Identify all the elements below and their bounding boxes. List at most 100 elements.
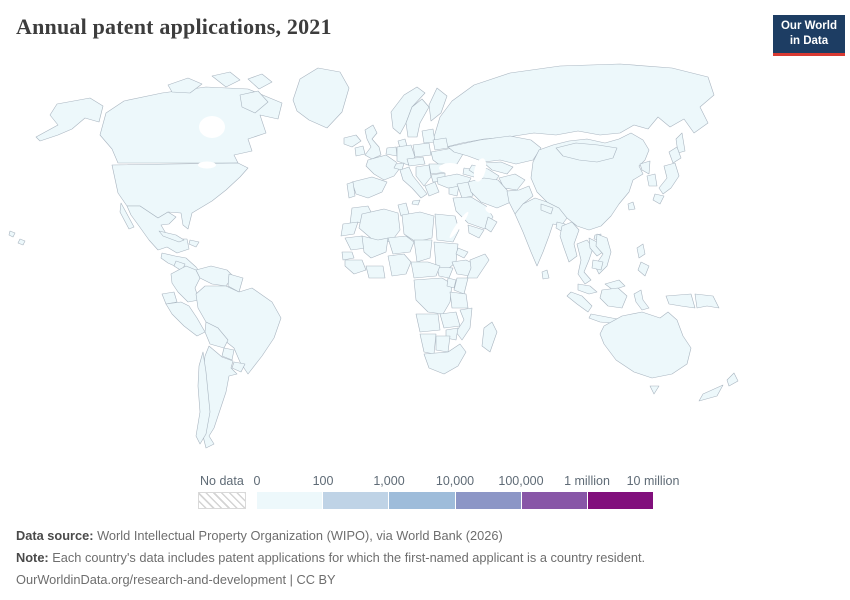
country-japan[interactable] xyxy=(652,193,665,205)
country-ghana[interactable] xyxy=(365,265,386,279)
country-malaysia-borneo[interactable] xyxy=(604,279,626,291)
country-new-zealand[interactable] xyxy=(726,372,739,387)
country-united-kingdom[interactable] xyxy=(364,124,382,160)
country-australia[interactable] xyxy=(599,311,692,379)
country-united-states-alaska[interactable] xyxy=(35,97,104,142)
country-japan[interactable] xyxy=(658,162,680,195)
country-sri-lanka[interactable] xyxy=(541,269,550,280)
country-mexico[interactable] xyxy=(126,205,190,254)
country-kenya[interactable] xyxy=(453,277,469,295)
country-sudan[interactable] xyxy=(433,241,459,271)
country-venezuela[interactable] xyxy=(195,265,234,287)
country-cuba[interactable] xyxy=(158,230,185,243)
country-greenland[interactable] xyxy=(292,67,350,129)
country-netherlands[interactable] xyxy=(385,146,398,157)
country-myanmar[interactable] xyxy=(559,221,580,263)
country-algeria[interactable] xyxy=(358,208,401,243)
country-somalia[interactable] xyxy=(466,253,490,279)
country-zambia[interactable] xyxy=(439,311,461,329)
country-united-states[interactable] xyxy=(111,162,249,230)
country-angola[interactable] xyxy=(415,313,441,333)
legend-bin-segment[interactable] xyxy=(388,492,455,509)
legend-bin-segment[interactable] xyxy=(322,492,389,509)
country-ireland[interactable] xyxy=(354,145,366,157)
country-russia[interactable] xyxy=(433,63,715,148)
country-botswana[interactable] xyxy=(435,335,451,353)
country-yemen[interactable] xyxy=(467,224,485,239)
country-canada[interactable] xyxy=(211,71,241,88)
country-chile[interactable] xyxy=(195,351,211,445)
legend-bin-segment[interactable] xyxy=(586,492,654,509)
legend-bin-segment[interactable] xyxy=(257,492,323,509)
country-madagascar[interactable] xyxy=(481,321,498,353)
country-belarus[interactable] xyxy=(432,137,449,151)
country-indonesia-sulawesi[interactable] xyxy=(633,289,650,311)
country-mali[interactable] xyxy=(361,235,389,259)
legend-no-data-swatch[interactable] xyxy=(198,492,246,509)
country-japan[interactable] xyxy=(668,146,682,164)
country-brazil[interactable] xyxy=(195,285,282,375)
country-west-africa[interactable] xyxy=(344,259,367,275)
country-pakistan[interactable] xyxy=(506,185,534,215)
country-canada[interactable] xyxy=(239,90,269,114)
country-indonesia-papua[interactable] xyxy=(665,293,696,309)
country-finland[interactable] xyxy=(428,87,448,122)
legend-bin-segment[interactable] xyxy=(454,492,521,509)
country-poland[interactable] xyxy=(412,142,432,158)
country-philippines[interactable] xyxy=(636,243,646,259)
country-france[interactable] xyxy=(365,154,401,181)
country-senegal[interactable] xyxy=(341,251,355,261)
country-sweden[interactable] xyxy=(405,98,430,138)
country-mexico-baja[interactable] xyxy=(119,202,135,230)
country-south-africa[interactable] xyxy=(423,343,467,375)
owid-logo[interactable]: Our World in Data xyxy=(772,15,845,56)
country-papua-new-guinea[interactable] xyxy=(694,293,720,309)
country-indonesia-sumatra[interactable] xyxy=(566,291,593,313)
country-niger[interactable] xyxy=(387,235,415,255)
country-greece[interactable] xyxy=(424,181,440,197)
country-dominican-republic[interactable] xyxy=(188,239,200,248)
country-paraguay[interactable] xyxy=(221,347,235,361)
country-malaysia[interactable] xyxy=(577,283,598,295)
country-new-zealand[interactable] xyxy=(698,384,724,402)
country-chad[interactable] xyxy=(413,239,433,263)
country-south-korea[interactable] xyxy=(646,173,658,187)
country-south-sudan[interactable] xyxy=(436,266,454,279)
country-mongolia[interactable] xyxy=(555,142,618,163)
country-western-sahara[interactable] xyxy=(340,221,359,237)
country-portugal[interactable] xyxy=(346,181,356,199)
country-indonesia-borneo[interactable] xyxy=(599,287,628,309)
country-canada[interactable] xyxy=(247,73,273,90)
country-iceland[interactable] xyxy=(343,134,362,148)
country-cameroon[interactable] xyxy=(410,261,441,279)
country-north-korea[interactable] xyxy=(639,160,651,175)
country-uzbekistan[interactable] xyxy=(483,161,514,175)
country-taiwan[interactable] xyxy=(627,201,636,211)
country-canada[interactable] xyxy=(167,77,203,94)
country-syria[interactable] xyxy=(448,185,460,197)
country-tanzania[interactable] xyxy=(449,291,469,309)
country-libya[interactable] xyxy=(401,211,435,243)
country-italy-sicily[interactable] xyxy=(411,199,421,206)
country-nigeria[interactable] xyxy=(387,253,412,277)
country-laos[interactable] xyxy=(588,237,604,257)
country-eritrea[interactable] xyxy=(455,247,469,259)
country-austria[interactable] xyxy=(406,156,426,167)
country-nepal[interactable] xyxy=(540,203,554,215)
country-philippines[interactable] xyxy=(637,261,650,277)
country-oman[interactable] xyxy=(484,216,498,233)
country-namibia[interactable] xyxy=(419,333,437,355)
country-uruguay[interactable] xyxy=(231,361,246,373)
legend-bin-segment[interactable] xyxy=(520,492,587,509)
country-spain[interactable] xyxy=(351,176,388,199)
country-china[interactable] xyxy=(530,132,650,231)
country-australia-tasmania[interactable] xyxy=(649,385,660,395)
country-united-states-hawaii[interactable] xyxy=(17,238,26,246)
country-uganda[interactable] xyxy=(446,277,457,289)
country-kazakhstan[interactable] xyxy=(447,135,542,165)
country-italy[interactable] xyxy=(399,166,428,199)
country-canada[interactable] xyxy=(99,86,283,164)
country-balkans[interactable] xyxy=(415,164,432,187)
country-mozambique[interactable] xyxy=(455,307,473,341)
country-united-states-hawaii[interactable] xyxy=(8,230,16,238)
